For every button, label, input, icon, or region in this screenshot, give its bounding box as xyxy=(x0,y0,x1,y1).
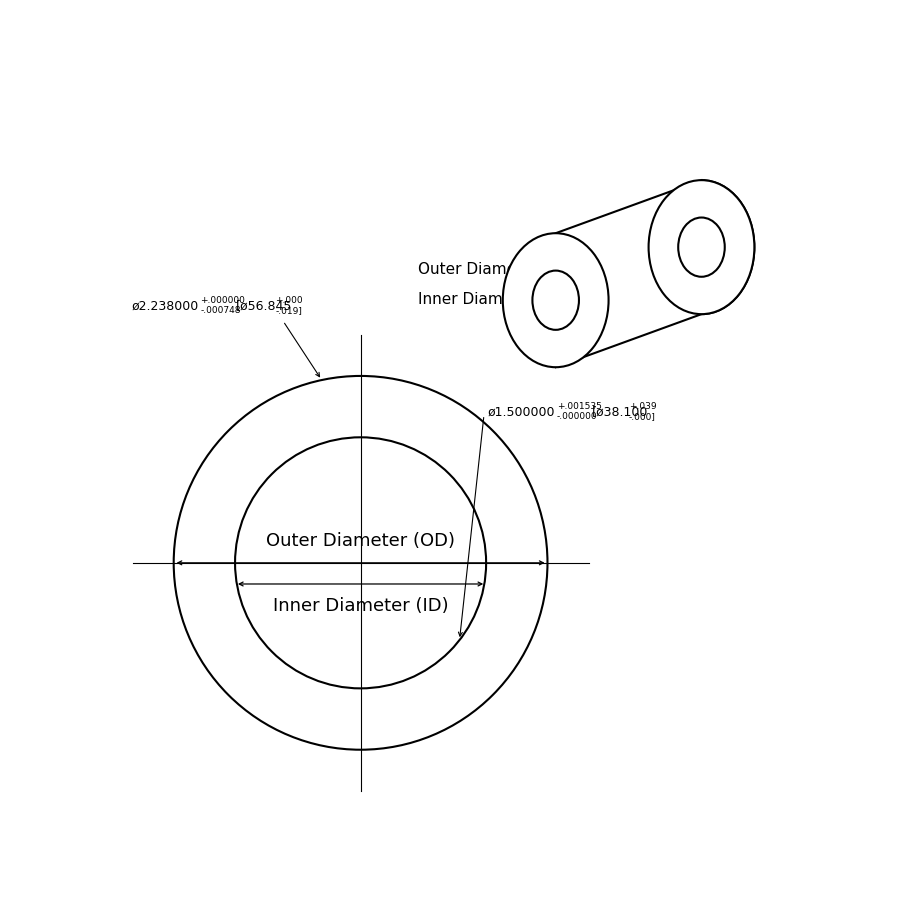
Text: Outer Diameter (OD): Outer Diameter (OD) xyxy=(266,532,455,550)
Ellipse shape xyxy=(649,180,754,314)
Text: -.000748: -.000748 xyxy=(200,306,241,315)
Text: Outer Diameter (OD): Outer Diameter (OD) xyxy=(419,262,579,277)
Ellipse shape xyxy=(503,233,609,368)
Text: +.000000: +.000000 xyxy=(200,297,246,305)
Text: +.000: +.000 xyxy=(275,297,303,305)
Text: +.001535: +.001535 xyxy=(557,403,602,411)
Text: -.000000: -.000000 xyxy=(557,412,597,421)
Text: ø2.238000: ø2.238000 xyxy=(131,300,198,312)
Text: [ø38.100: [ø38.100 xyxy=(592,405,648,418)
Text: [ø56.845: [ø56.845 xyxy=(236,300,292,312)
Text: Inner Diameter (ID): Inner Diameter (ID) xyxy=(419,292,567,307)
Text: +.039: +.039 xyxy=(629,403,656,411)
Text: -.000]: -.000] xyxy=(629,412,655,421)
Text: ø1.500000: ø1.500000 xyxy=(488,405,555,418)
Text: -.019]: -.019] xyxy=(275,306,302,315)
Text: Inner Diameter (ID): Inner Diameter (ID) xyxy=(273,596,449,615)
Ellipse shape xyxy=(532,270,579,330)
